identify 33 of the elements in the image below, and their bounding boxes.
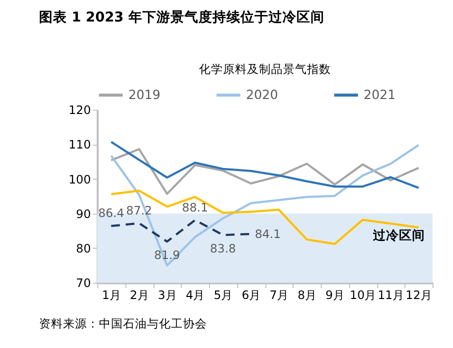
x-tick-label: 7月 — [270, 288, 290, 302]
data-label: 84.1 — [254, 226, 281, 241]
line-series — [110, 148, 420, 195]
y-tick-label: 120 — [68, 103, 91, 118]
data-label: 83.8 — [210, 241, 236, 256]
legend-label: 2020 — [246, 87, 278, 102]
band-label: 过冷区间 — [372, 228, 425, 243]
legend-label: 2019 — [128, 87, 160, 102]
data-label: 88.1 — [182, 200, 208, 214]
line-series — [110, 219, 252, 243]
chart-subtitle: 化学原料及制品景气指数 — [198, 62, 331, 76]
x-tick-label: 2月 — [130, 288, 150, 302]
x-tick-label: 11月 — [378, 288, 405, 302]
x-tick-label: 1月 — [102, 288, 122, 302]
y-tick-label: 90 — [76, 206, 91, 221]
y-tick-label: 80 — [76, 242, 91, 256]
x-tick-label: 9月 — [326, 288, 345, 302]
x-tick-label: 5月 — [214, 288, 234, 302]
y-tick-label: 110 — [68, 138, 91, 152]
y-tick-label: 70 — [76, 276, 91, 290]
x-tick-label: 10月 — [350, 288, 377, 302]
x-tick-label: 4月 — [186, 288, 206, 302]
x-tick-label: 3月 — [158, 288, 178, 302]
y-tick-label: 100 — [68, 172, 91, 186]
x-tick-label: 12月 — [406, 288, 433, 302]
x-tick-label: 6月 — [242, 288, 262, 302]
x-tick-label: 8月 — [298, 288, 318, 302]
data-label: 86.4 — [98, 206, 124, 220]
text: 资料来源：中国石油与化工协会 — [38, 316, 207, 330]
legend-label: 2021 — [364, 87, 396, 102]
data-label: 81.9 — [154, 248, 180, 262]
chart-title: 图表 1 2023 年下游景气度持续位于过冷区间 — [38, 8, 324, 26]
line-series — [110, 140, 420, 189]
